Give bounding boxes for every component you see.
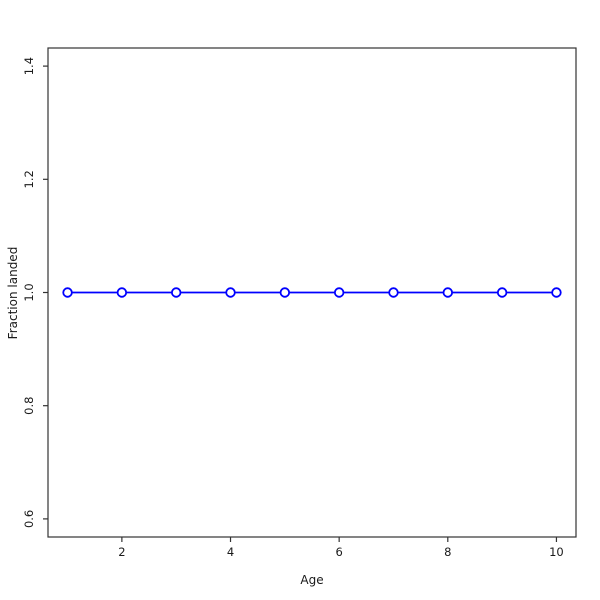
data-point-marker [388, 287, 399, 298]
y-tick-label: 1.4 [22, 57, 36, 75]
data-point-marker [551, 287, 562, 298]
data-point-marker [333, 287, 345, 298]
data-point-marker [62, 287, 73, 298]
y-tick-label: 0.6 [22, 510, 36, 528]
data-point-marker [442, 287, 454, 298]
x-tick-label: 6 [335, 545, 342, 559]
data-point-marker [170, 287, 182, 298]
data-point-marker [279, 287, 291, 298]
data-point-marker [116, 287, 128, 298]
y-tick-label: 1.2 [22, 170, 36, 188]
x-tick-label: 8 [444, 545, 451, 559]
y-tick-label: 0.8 [22, 397, 36, 415]
data-point-marker [225, 287, 236, 298]
x-tick-label: 2 [118, 545, 125, 559]
x-tick-label: 4 [227, 545, 234, 559]
y-tick-label: 1.0 [22, 283, 36, 301]
x-axis-label: Age [300, 573, 324, 587]
data-point-marker [496, 287, 508, 298]
x-tick-label: 10 [549, 545, 564, 559]
y-axis-label: Fraction landed [6, 246, 20, 340]
